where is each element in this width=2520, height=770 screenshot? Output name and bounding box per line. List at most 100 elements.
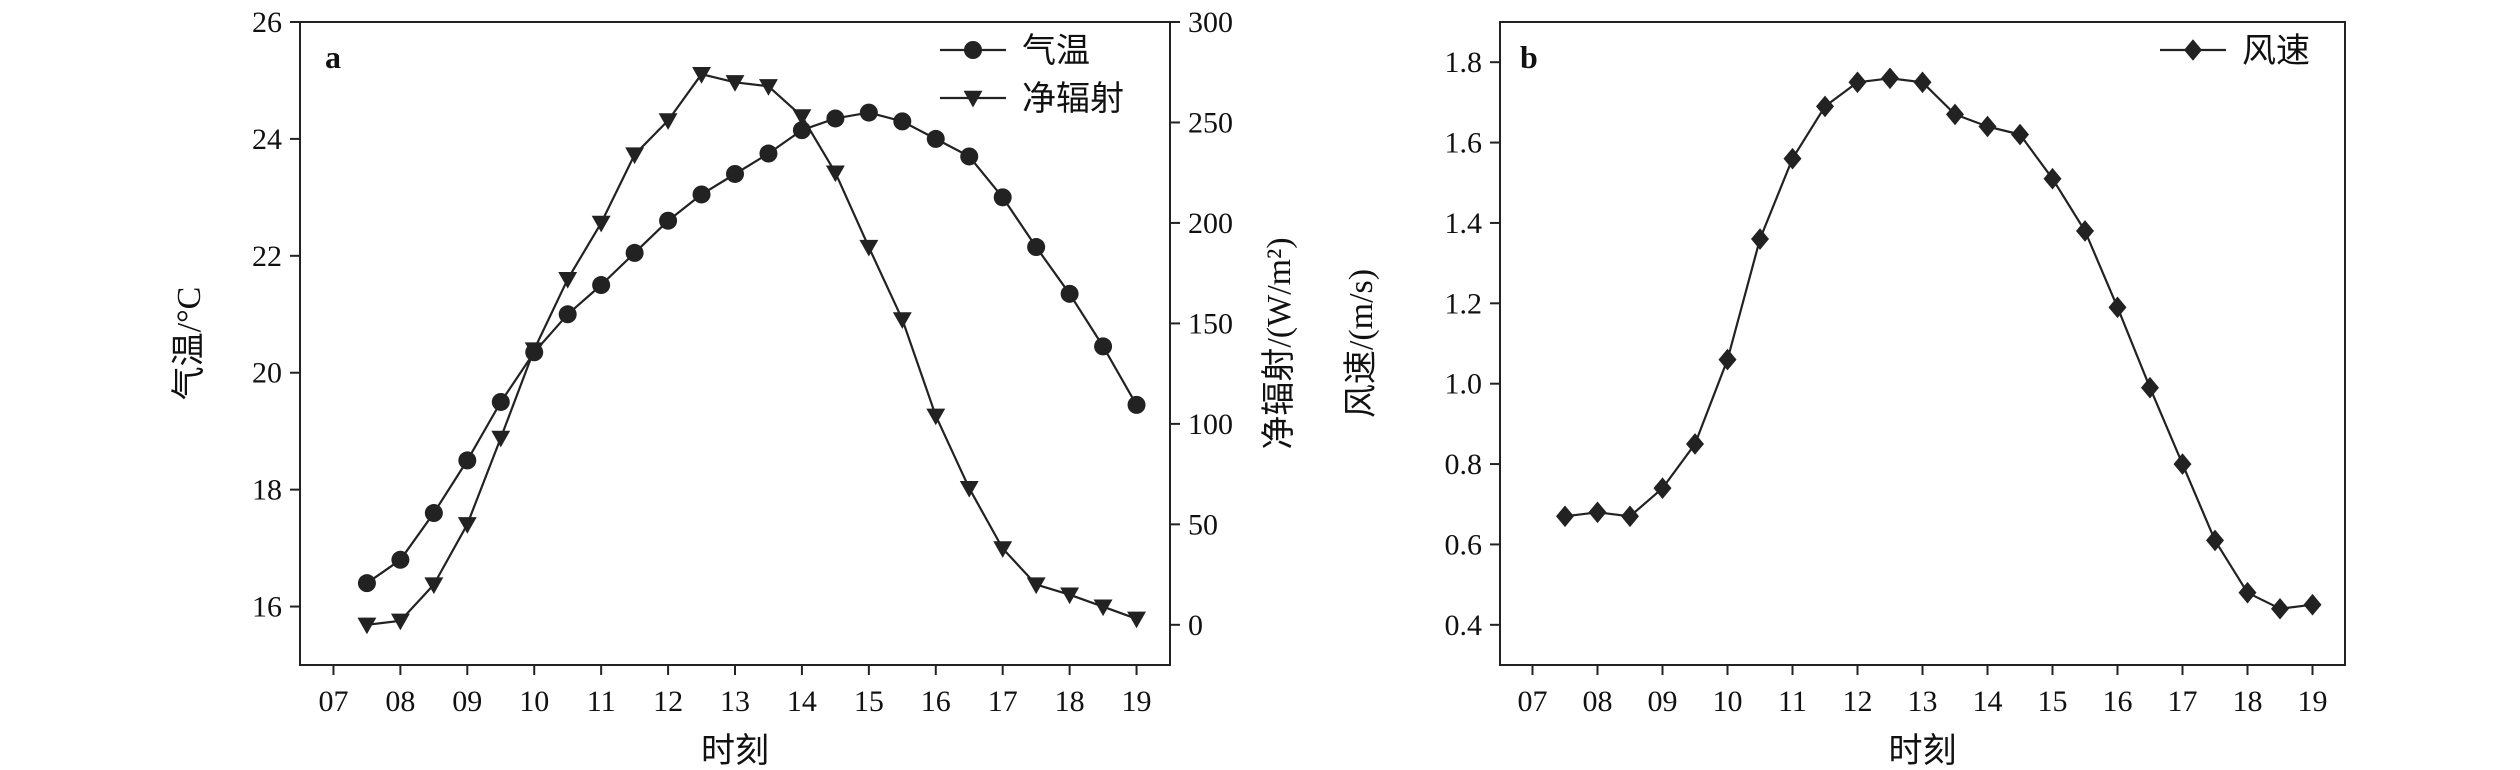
data-point: [892, 312, 912, 329]
panel-a: 07 08 09 10 11 12 13 14 15 16 17 18 19 16 18 20 22 24 26 0 5…: [170, 6, 1298, 770]
x-tick-label: 14: [1973, 685, 2003, 718]
data-point: [2303, 593, 2322, 616]
data-point: [491, 430, 511, 448]
data-point: [2043, 167, 2062, 190]
legend-label: 净辐射: [1022, 80, 1124, 118]
x-tick-label: 10: [519, 685, 549, 718]
x-tick-label: 09: [452, 685, 482, 718]
series-line-2: [366, 73, 1137, 626]
x-tick-label: 18: [1055, 685, 1085, 718]
data-point: [993, 188, 1012, 207]
data-point: [1686, 433, 1704, 455]
y-tick-label: 26: [252, 6, 282, 39]
y2-tick-label: 150: [1188, 307, 1233, 340]
data-point: [558, 305, 577, 324]
y2-axis-title: 净辐射/(W/m²): [1260, 237, 1298, 449]
y-tick-label: 18: [252, 474, 282, 507]
data-point: [1848, 71, 1867, 94]
x-tick-label: 13: [1908, 685, 1938, 718]
x-tick-label: 14: [787, 685, 817, 718]
legend-label: 气温: [1022, 32, 1090, 70]
y2-tick-label: 200: [1188, 207, 1233, 240]
data-point: [1978, 115, 1997, 138]
data-point: [2011, 123, 2029, 146]
data-point: [1127, 611, 1146, 629]
data-point: [357, 617, 377, 635]
data-point: [993, 541, 1013, 558]
x-tick-label: 17: [2168, 685, 2198, 718]
legend-marker: [2184, 39, 2202, 61]
data-point: [625, 147, 645, 165]
y-tick-label: 20: [252, 357, 282, 390]
data-point: [1060, 587, 1080, 605]
data-point: [1093, 599, 1113, 617]
data-point: [2141, 376, 2159, 399]
data-point: [2238, 581, 2257, 604]
x-tick-label: 15: [854, 685, 884, 718]
data-point: [1588, 501, 1607, 524]
data-point: [457, 517, 477, 534]
data-point: [1718, 348, 1737, 371]
y-tick-label: 0.4: [1445, 609, 1483, 642]
data-point: [1556, 505, 1574, 528]
y-axis-title: 风速/(m/s): [1343, 269, 1380, 418]
data-point: [424, 577, 444, 595]
data-point: [1060, 284, 1079, 303]
x-tick-label: 19: [1122, 685, 1152, 718]
y-tick-label: 1.4: [1445, 207, 1483, 240]
x-tick-label: 07: [318, 685, 348, 718]
y-tick-label: 0.6: [1445, 528, 1483, 561]
data-point: [1816, 95, 1834, 118]
data-point: [524, 342, 544, 359]
data-point: [658, 113, 678, 130]
data-point: [591, 215, 611, 233]
data-point: [692, 67, 711, 84]
data-point: [1621, 505, 1639, 528]
data-point: [1027, 238, 1046, 257]
data-point: [1783, 147, 1802, 170]
y2-tick-label: 250: [1188, 106, 1233, 139]
data-point: [592, 276, 611, 295]
data-point: [859, 103, 878, 122]
data-point: [1751, 228, 1769, 250]
data-point: [792, 109, 812, 126]
y-axis-title: 气温/°C: [170, 287, 208, 401]
x-tick-label: 12: [653, 685, 683, 718]
data-point: [2271, 597, 2289, 620]
y-tick-label: 0.8: [1445, 448, 1483, 481]
x-tick-label: 17: [988, 685, 1018, 718]
panel-tag: b: [1520, 39, 1538, 75]
y-tick-label: 16: [252, 591, 282, 624]
panel-tag: a: [325, 39, 341, 75]
data-point: [390, 613, 410, 631]
data-point: [1913, 71, 1932, 94]
y2-tick-label: 50: [1188, 508, 1218, 541]
legend-marker: [963, 90, 983, 108]
x-tick-label: 12: [1843, 685, 1873, 718]
y-tick-label: 1.6: [1445, 127, 1483, 160]
data-point: [926, 129, 945, 148]
data-point: [1026, 577, 1046, 595]
data-point: [625, 243, 644, 262]
data-point: [2108, 296, 2127, 319]
y-tick-label: 1.0: [1445, 368, 1483, 401]
data-point: [2173, 453, 2192, 475]
series-line-1: [1564, 77, 2313, 610]
x-tick-label: 09: [1648, 685, 1678, 718]
data-point: [1881, 67, 1899, 90]
y2-tick-label: 100: [1188, 408, 1233, 441]
data-point: [725, 75, 745, 92]
data-point: [357, 574, 376, 593]
data-point: [491, 392, 510, 411]
y-tick-label: 1.2: [1445, 287, 1483, 320]
y-tick-label: 22: [252, 240, 282, 273]
x-tick-label: 13: [720, 685, 750, 718]
data-point: [759, 144, 778, 163]
x-tick-label: 15: [2038, 685, 2068, 718]
data-point: [424, 504, 443, 523]
x-tick-label: 08: [385, 685, 415, 718]
data-point: [659, 211, 678, 230]
data-point: [458, 451, 477, 470]
x-tick-label: 19: [2298, 685, 2328, 718]
x-tick-label: 07: [1518, 685, 1548, 718]
